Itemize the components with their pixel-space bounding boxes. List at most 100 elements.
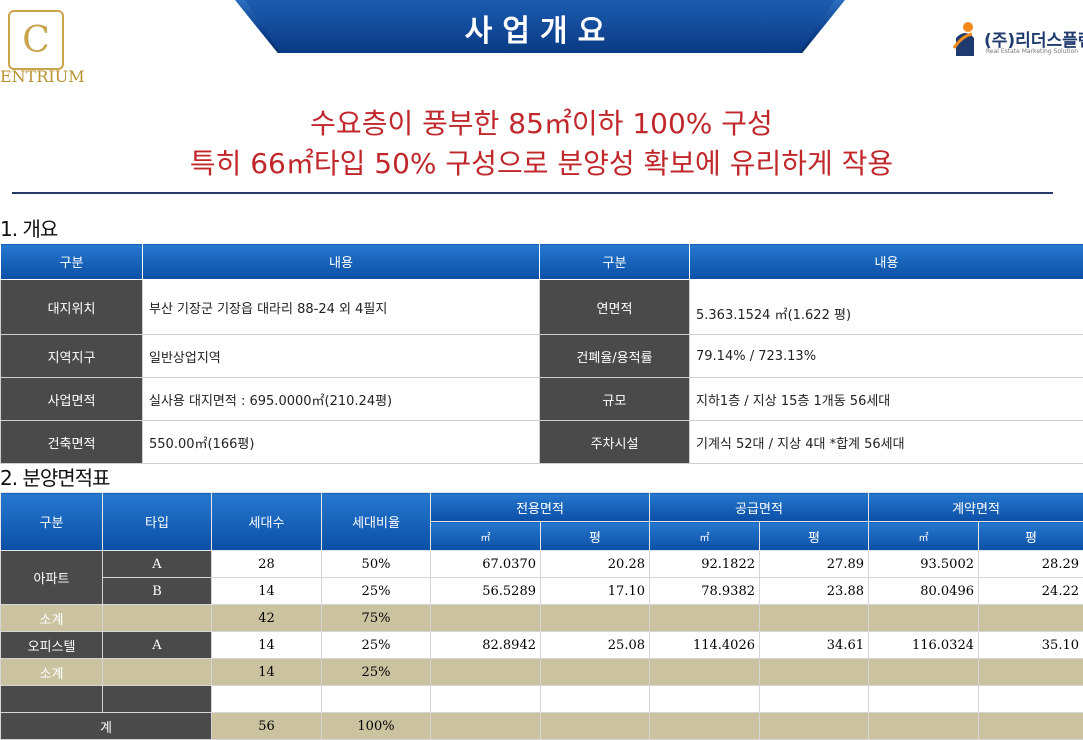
col-header-category: 구분 bbox=[1, 493, 103, 551]
empty-cell bbox=[431, 713, 541, 740]
row-value: 기계식 52대 / 지상 4대 *합계 56세대 bbox=[690, 421, 1083, 464]
empty-cell bbox=[869, 686, 979, 713]
row-value: 일반상업지역 bbox=[143, 335, 540, 378]
units-cell: 28 bbox=[212, 551, 322, 578]
overview-table: 구분 내용 구분 내용 대지위치 부산 기장군 기장읍 대라리 88-24 외 … bbox=[0, 243, 1083, 464]
ratio-cell: 100% bbox=[322, 713, 431, 740]
empty-cell bbox=[103, 605, 212, 632]
row-value: 5.363.1524 ㎡(1.622 평) bbox=[690, 280, 1083, 335]
headline-line-1: 수요층이 풍부한 85㎡이하 100% 구성 bbox=[0, 102, 1083, 142]
type-cell: A bbox=[103, 551, 212, 578]
section-title-area-table: 2. 분양면적표 bbox=[0, 462, 109, 491]
col-header-contract-area: 계약면적 bbox=[869, 493, 1083, 522]
units-cell: 56 bbox=[212, 713, 322, 740]
company-logo-right: (주)리더스플랜 Real Estate Marketing Solution bbox=[950, 18, 1083, 63]
logo-left-wordmark: ENTRIUM bbox=[0, 67, 85, 86]
empty-cell bbox=[650, 605, 760, 632]
subtotal-row: 소계 42 75% bbox=[1, 605, 1083, 632]
col-header-exclusive-area: 전용면적 bbox=[431, 493, 650, 522]
ratio-cell: 75% bbox=[322, 605, 431, 632]
table-row: B 14 25% 56.5289 17.10 78.9382 23.88 80.… bbox=[1, 578, 1083, 605]
units-cell: 42 bbox=[212, 605, 322, 632]
exclusive-pyeong-cell: 17.10 bbox=[541, 578, 650, 605]
supply-pyeong-cell: 27.89 bbox=[760, 551, 869, 578]
empty-cell bbox=[760, 659, 869, 686]
col-header-ratio: 세대비율 bbox=[322, 493, 431, 551]
ratio-cell: 25% bbox=[322, 632, 431, 659]
col-header-type: 타입 bbox=[103, 493, 212, 551]
empty-cell bbox=[541, 686, 650, 713]
exclusive-sqm-cell: 67.0370 bbox=[431, 551, 541, 578]
empty-cell bbox=[760, 713, 869, 740]
row-value: 지하1층 / 지상 15층 1개동 56세대 bbox=[690, 378, 1083, 421]
headline-line-2: 특히 66㎡타입 50% 구성으로 분양성 확보에 유리하게 작용 bbox=[0, 142, 1083, 182]
ratio-cell: 25% bbox=[322, 659, 431, 686]
supply-pyeong-cell: 23.88 bbox=[760, 578, 869, 605]
row-value: 실사용 대지면적 : 695.0000㎡(210.24평) bbox=[143, 378, 540, 421]
contract-pyeong-cell: 28.29 bbox=[979, 551, 1083, 578]
col-header-category-1: 구분 bbox=[1, 244, 143, 280]
ratio-cell: 50% bbox=[322, 551, 431, 578]
empty-cell bbox=[869, 605, 979, 632]
area-header-row: 구분 타입 세대수 세대비율 전용면적 공급면적 계약면적 bbox=[1, 493, 1083, 522]
row-label: 건폐율/용적률 bbox=[540, 335, 690, 378]
section-title-overview: 1. 개요 bbox=[0, 213, 57, 242]
col-header-sqm: ㎡ bbox=[869, 522, 979, 551]
col-header-units: 세대수 bbox=[212, 493, 322, 551]
table-row: 대지위치 부산 기장군 기장읍 대라리 88-24 외 4필지 연면적 5.36… bbox=[1, 280, 1083, 335]
contract-pyeong-cell: 35.10 bbox=[979, 632, 1083, 659]
row-label: 지역지구 bbox=[1, 335, 143, 378]
total-label: 계 bbox=[1, 713, 212, 740]
total-row: 계 56 100% bbox=[1, 713, 1083, 740]
col-header-content-1: 내용 bbox=[143, 244, 540, 280]
table-row: 건축면적 550.00㎡(166평) 주차시설 기계식 52대 / 지상 4대 … bbox=[1, 421, 1083, 464]
col-header-category-2: 구분 bbox=[540, 244, 690, 280]
overview-header-row: 구분 내용 구분 내용 bbox=[1, 244, 1083, 280]
empty-cell bbox=[650, 659, 760, 686]
type-cell: A bbox=[103, 632, 212, 659]
col-header-content-2: 내용 bbox=[690, 244, 1083, 280]
logo-right-tagline: Real Estate Marketing Solution bbox=[986, 48, 1078, 55]
col-header-supply-area: 공급면적 bbox=[650, 493, 869, 522]
empty-cell bbox=[431, 605, 541, 632]
col-header-pyeong: 평 bbox=[979, 522, 1083, 551]
supply-sqm-cell: 114.4026 bbox=[650, 632, 760, 659]
empty-cell bbox=[979, 659, 1083, 686]
units-cell: 14 bbox=[212, 578, 322, 605]
empty-cell bbox=[431, 686, 541, 713]
type-cell: B bbox=[103, 578, 212, 605]
row-label: 사업면적 bbox=[1, 378, 143, 421]
empty-cell bbox=[869, 659, 979, 686]
subtotal-label: 소계 bbox=[1, 659, 103, 686]
row-label: 대지위치 bbox=[1, 280, 143, 335]
empty-cell bbox=[103, 686, 212, 713]
person-logo-icon bbox=[952, 20, 978, 58]
row-label: 건축면적 bbox=[1, 421, 143, 464]
supply-sqm-cell: 92.1822 bbox=[650, 551, 760, 578]
table-row: 아파트 A 28 50% 67.0370 20.28 92.1822 27.89… bbox=[1, 551, 1083, 578]
blank-row bbox=[1, 686, 1083, 713]
empty-cell bbox=[760, 686, 869, 713]
empty-cell bbox=[650, 713, 760, 740]
empty-cell bbox=[979, 686, 1083, 713]
table-row: 사업면적 실사용 대지면적 : 695.0000㎡(210.24평) 규모 지하… bbox=[1, 378, 1083, 421]
empty-cell bbox=[979, 605, 1083, 632]
contract-sqm-cell: 116.0324 bbox=[869, 632, 979, 659]
empty-cell bbox=[541, 605, 650, 632]
exclusive-pyeong-cell: 20.28 bbox=[541, 551, 650, 578]
empty-cell bbox=[869, 713, 979, 740]
row-value: 부산 기장군 기장읍 대라리 88-24 외 4필지 bbox=[143, 280, 540, 335]
empty-cell bbox=[541, 713, 650, 740]
subtotal-label: 소계 bbox=[1, 605, 103, 632]
row-label: 주차시설 bbox=[540, 421, 690, 464]
row-label: 규모 bbox=[540, 378, 690, 421]
col-header-pyeong: 평 bbox=[541, 522, 650, 551]
page-title: 사업개요 bbox=[235, 6, 845, 50]
units-cell: 14 bbox=[212, 659, 322, 686]
exclusive-sqm-cell: 56.5289 bbox=[431, 578, 541, 605]
company-logo-left: C ENTRIUM bbox=[0, 5, 90, 85]
apartment-label: 아파트 bbox=[1, 551, 103, 605]
col-header-sqm: ㎡ bbox=[650, 522, 760, 551]
empty-cell bbox=[431, 659, 541, 686]
empty-cell bbox=[212, 686, 322, 713]
